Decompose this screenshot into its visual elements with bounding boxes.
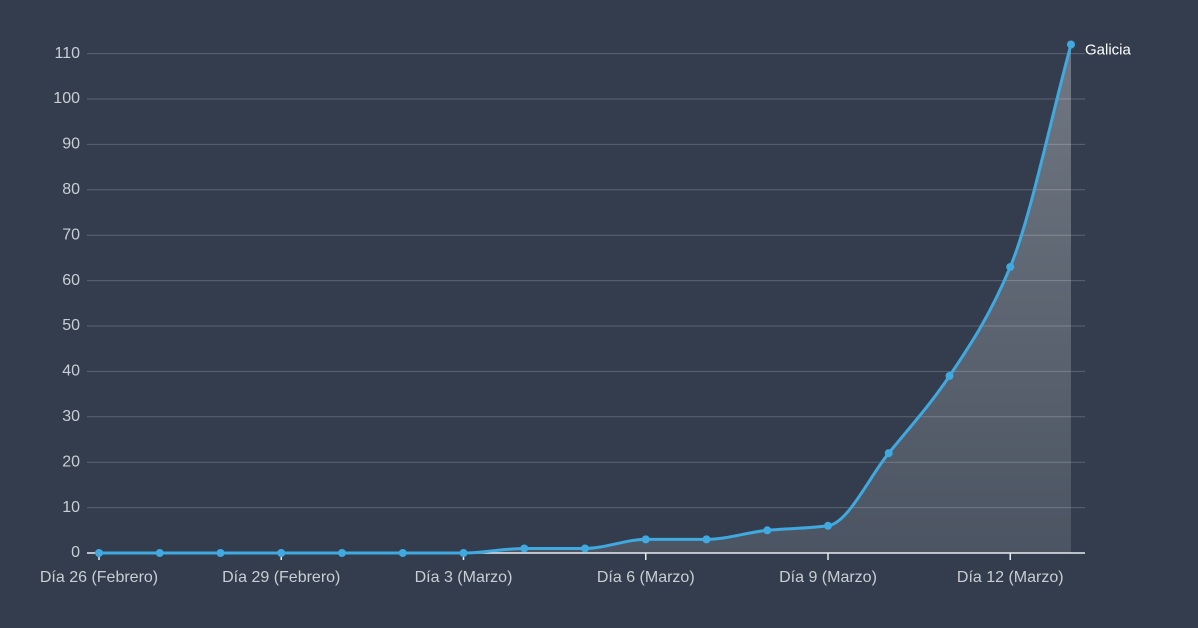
y-tick-label: 50 [62,317,80,334]
point [581,544,589,553]
point [155,549,164,557]
point [277,549,286,557]
y-tick-label: 10 [62,499,80,516]
area [99,44,1071,553]
y-tick-label: 70 [62,226,80,243]
point [945,371,954,380]
y-tick-label: 20 [62,453,80,470]
point [459,549,468,557]
point [1067,40,1075,49]
point [1006,262,1015,271]
point [398,549,407,557]
x-tick-label: Día 26 (Febrero) [40,569,158,586]
point [95,549,103,557]
point [763,526,772,535]
y-tick-label: 80 [62,181,80,198]
x-tick-label: Día 3 (Marzo) [415,569,513,586]
y-tick-label: 100 [53,90,80,107]
point [824,521,832,530]
point [702,535,711,544]
point [338,549,346,557]
y-tick-label: 40 [62,363,80,380]
point [216,549,225,557]
x-tick-label: Día 12 (Marzo) [957,569,1064,586]
y-tick-label: 0 [71,544,80,561]
series-label: Galicia [1085,41,1132,58]
y-tick-label: 30 [62,408,80,425]
x-tick-label: Día 29 (Febrero) [222,569,340,586]
point [520,544,529,553]
y-tick-label: 60 [62,272,80,289]
y-tick-label: 90 [62,136,80,153]
y-tick-label: 110 [54,45,80,62]
point [884,449,893,458]
x-tick-label: Día 9 (Marzo) [779,569,877,586]
point [641,535,650,544]
x-tick-label: Día 6 (Marzo) [597,569,695,586]
